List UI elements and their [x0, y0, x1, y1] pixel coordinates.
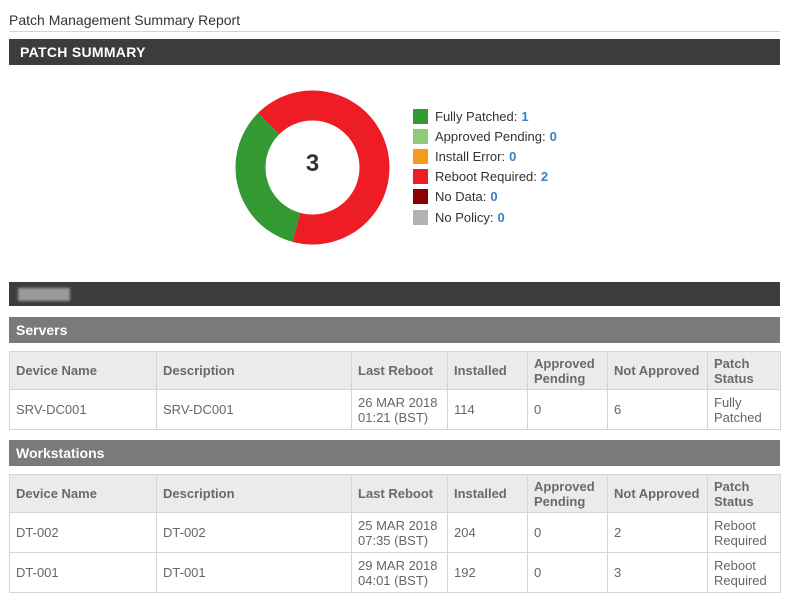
- redacted-site-name: [18, 288, 70, 301]
- not-approved-cell: 2: [607, 512, 708, 553]
- legend-swatch: [413, 108, 428, 124]
- not-approved-cell: 3: [607, 552, 708, 593]
- not-approved-cell: 6: [607, 389, 708, 430]
- servers-group-header: Servers: [9, 317, 780, 343]
- legend-swatch: [413, 128, 428, 144]
- legend-label: Reboot Required:: [435, 169, 537, 185]
- last-reboot-cell: 25 MAR 2018 07:35 (BST): [351, 512, 448, 553]
- last-reboot-cell: 26 MAR 2018 01:21 (BST): [351, 389, 448, 430]
- device-name-cell[interactable]: DT-001: [9, 552, 157, 593]
- legend-count[interactable]: 0: [497, 209, 505, 225]
- legend-count[interactable]: 0: [490, 189, 498, 205]
- reboot-date: 26 MAR 2018: [358, 394, 438, 410]
- column-header-not-approved[interactable]: Not Approved: [607, 474, 708, 513]
- column-header-last-reboot[interactable]: Last Reboot: [351, 351, 448, 390]
- donut-legend: Fully Patched: 1 Approved Pending: 0 Ins…: [413, 106, 557, 227]
- description-cell: DT-001: [156, 552, 352, 593]
- legend-count[interactable]: 2: [540, 169, 549, 185]
- table-header-row: Device Name Description Last Reboot Inst…: [9, 474, 781, 513]
- column-header-approved-pending[interactable]: Approved Pending: [527, 474, 608, 513]
- column-header-description[interactable]: Description: [156, 474, 352, 513]
- reboot-time: 07:35 (BST): [358, 532, 429, 548]
- title-divider: [9, 31, 780, 32]
- donut-slice-fully-patched[interactable]: [235, 113, 301, 242]
- legend-item-approved-pending: Approved Pending: 0: [413, 126, 557, 146]
- legend-label: No Policy:: [435, 209, 494, 225]
- approved-pending-cell: 0: [527, 552, 608, 593]
- installed-cell: 204: [447, 512, 528, 553]
- legend-label: Install Error:: [435, 148, 506, 164]
- redacted-section-header: [9, 282, 780, 306]
- legend-item-no-data: No Data: 0: [413, 187, 557, 207]
- donut-slice-reboot-required[interactable]: [258, 90, 390, 245]
- legend-item-reboot-required: Reboot Required: 2: [413, 167, 557, 187]
- servers-group-title: Servers: [16, 322, 68, 338]
- column-header-device-name[interactable]: Device Name: [9, 474, 157, 513]
- device-name-cell[interactable]: SRV-DC001: [9, 389, 157, 430]
- column-header-installed[interactable]: Installed: [447, 351, 528, 390]
- legend-item-install-error: Install Error: 0: [413, 146, 557, 166]
- table-row[interactable]: DT-001 DT-001 29 MAR 2018 04:01 (BST) 192…: [9, 552, 781, 593]
- legend-count[interactable]: 1: [521, 108, 529, 124]
- description-cell: DT-002: [156, 512, 352, 553]
- table-header-row: Device Name Description Last Reboot Inst…: [9, 351, 781, 390]
- last-reboot-cell: 29 MAR 2018 04:01 (BST): [351, 552, 448, 593]
- column-header-patch-status[interactable]: Patch Status: [707, 474, 781, 513]
- patch-status-cell: Reboot Required: [707, 512, 781, 553]
- column-header-description[interactable]: Description: [156, 351, 352, 390]
- reboot-time: 01:21 (BST): [358, 409, 429, 425]
- installed-cell: 192: [447, 552, 528, 593]
- legend-count[interactable]: 0: [509, 148, 517, 164]
- column-header-device-name[interactable]: Device Name: [9, 351, 157, 390]
- column-header-installed[interactable]: Installed: [447, 474, 528, 513]
- legend-count[interactable]: 0: [549, 128, 557, 144]
- workstations-group-title: Workstations: [16, 445, 105, 461]
- donut-total-count: 3: [305, 150, 320, 177]
- patch-summary-title: PATCH SUMMARY: [20, 44, 146, 60]
- column-header-approved-pending[interactable]: Approved Pending: [527, 351, 608, 390]
- reboot-time: 04:01 (BST): [358, 572, 429, 588]
- workstations-group-header: Workstations: [9, 440, 780, 466]
- table-row[interactable]: SRV-DC001 SRV-DC001 26 MAR 2018 01:21 (BS…: [9, 389, 781, 430]
- legend-label: Approved Pending:: [435, 128, 546, 144]
- reboot-date: 25 MAR 2018: [358, 517, 438, 533]
- description-cell: SRV-DC001: [156, 389, 352, 430]
- approved-pending-cell: 0: [527, 512, 608, 553]
- page-title: Patch Management Summary Report: [9, 12, 241, 28]
- patch-status-cell: Reboot Required: [707, 552, 781, 593]
- legend-swatch: [413, 209, 428, 225]
- column-header-patch-status[interactable]: Patch Status: [707, 351, 781, 390]
- patch-summary-header: PATCH SUMMARY: [9, 39, 780, 65]
- legend-label: No Data:: [435, 189, 487, 205]
- installed-cell: 114: [447, 389, 528, 430]
- approved-pending-cell: 0: [527, 389, 608, 430]
- patch-status-cell: Fully Patched: [707, 389, 781, 430]
- legend-swatch: [413, 189, 428, 205]
- table-row[interactable]: DT-002 DT-002 25 MAR 2018 07:35 (BST) 204…: [9, 512, 781, 553]
- legend-swatch: [413, 169, 428, 185]
- device-name-cell[interactable]: DT-002: [9, 512, 157, 553]
- legend-label: Fully Patched:: [435, 108, 518, 124]
- servers-table: Device Name Description Last Reboot Inst…: [9, 351, 781, 430]
- legend-item-fully-patched: Fully Patched: 1: [413, 106, 557, 126]
- patch-status-donut-chart: [235, 90, 390, 245]
- column-header-not-approved[interactable]: Not Approved: [607, 351, 708, 390]
- workstations-table: Device Name Description Last Reboot Inst…: [9, 474, 781, 593]
- legend-swatch: [413, 148, 428, 164]
- legend-item-no-policy: No Policy: 0: [413, 207, 557, 227]
- column-header-last-reboot[interactable]: Last Reboot: [351, 474, 448, 513]
- reboot-date: 29 MAR 2018: [358, 557, 438, 573]
